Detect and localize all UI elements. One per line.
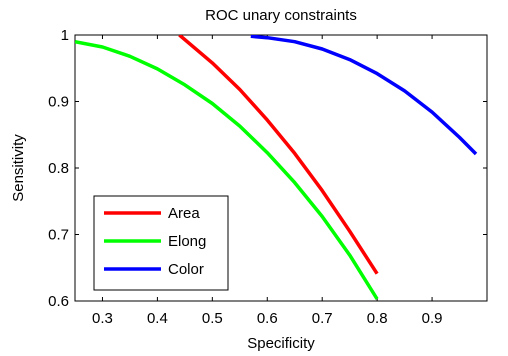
y-tick-label: 0.6 (48, 293, 69, 310)
legend-label-area: Area (168, 205, 200, 222)
x-tick-label: 0.3 (92, 310, 113, 327)
x-tick-label: 0.6 (257, 310, 278, 327)
x-tick-label: 0.7 (312, 310, 333, 327)
legend-box (93, 195, 229, 291)
x-axis-label: Specificity (247, 335, 315, 352)
y-tick-label: 1 (61, 27, 69, 44)
legend-label-elong: Elong (168, 233, 206, 250)
y-tick-label: 0.9 (48, 94, 69, 111)
chart-title: ROC unary constraints (205, 7, 357, 24)
x-tick-label: 0.8 (367, 310, 388, 327)
series-line-elong (75, 39, 379, 300)
y-tick-label: 0.7 (48, 227, 69, 244)
legend: Area Elong Color (93, 195, 229, 291)
x-tick-label: 0.4 (147, 310, 168, 327)
y-axis-label: Sensitivity (10, 134, 27, 202)
series-lines (75, 35, 478, 300)
legend-label-color: Color (168, 261, 204, 278)
series-line-color (250, 35, 478, 156)
x-tick-label: 0.9 (422, 310, 443, 327)
y-tick-label: 0.8 (48, 160, 69, 177)
plot-area: 0.3 0.4 0.5 0.6 0.7 0.8 0.9 0.6 0.7 0.8 0.9 1 (48, 27, 488, 327)
x-tick-label: 0.5 (202, 310, 223, 327)
series-line-area (178, 35, 379, 275)
